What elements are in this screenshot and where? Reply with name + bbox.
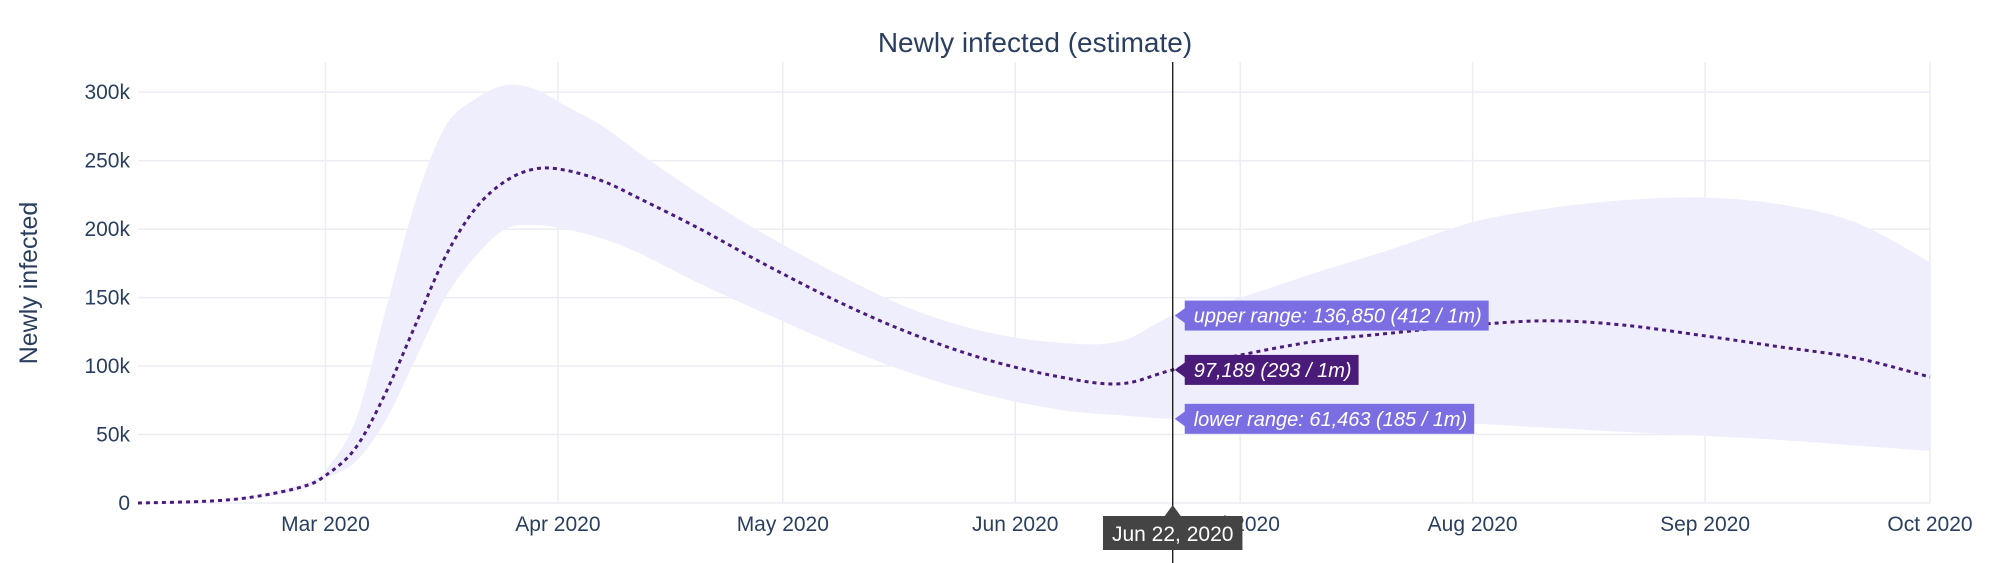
hover-label-estimate-pointer <box>1174 361 1186 378</box>
y-tick-label: 200k <box>84 218 130 241</box>
y-tick-label: 300k <box>84 81 130 104</box>
chart-title: Newly infected (estimate) <box>878 27 1192 58</box>
hover-label-estimate: 97,189 (293 / 1m) <box>1174 354 1359 385</box>
x-tick-label: Oct 2020 <box>1887 513 1972 536</box>
hover-label-lower-text: lower range: 61,463 (185 / 1m) <box>1194 409 1468 431</box>
x-tick-label: May 2020 <box>737 513 829 536</box>
hover-x-label: Jun 22, 2020 <box>1102 505 1243 550</box>
hover-label-upper-text: upper range: 136,850 (412 / 1m) <box>1194 306 1482 328</box>
y-tick-label: 0 <box>118 492 130 515</box>
hover-tooltip: upper range: 136,850 (412 / 1m) 97,189 (2… <box>1102 62 1489 563</box>
y-tick-label: 150k <box>84 287 130 310</box>
hover-x-label-box <box>1102 516 1243 550</box>
hover-label-upper-pointer <box>1174 307 1186 324</box>
hover-x-label-pointer <box>1164 505 1181 516</box>
confidence-band <box>138 84 1930 503</box>
hover-label-lower: lower range: 61,463 (185 / 1m) <box>1174 403 1475 434</box>
y-tick-label: 50k <box>96 424 130 447</box>
y-axis-label: Newly infected <box>15 202 43 365</box>
hover-label-lower-box <box>1184 403 1475 434</box>
x-tick-label: Jun 2020 <box>972 513 1058 536</box>
hover-label-upper-box <box>1184 300 1489 331</box>
x-tick-label: Apr 2020 <box>515 513 600 536</box>
hover-x-label-text: Jun 22, 2020 <box>1112 523 1233 546</box>
hover-label-estimate-box <box>1184 354 1359 385</box>
y-tick-label: 250k <box>84 150 130 173</box>
hover-label-lower-pointer <box>1174 410 1186 427</box>
estimate-line <box>137 166 1931 505</box>
y-tick-label: 100k <box>84 355 130 378</box>
x-tick-label: Mar 2020 <box>281 513 370 536</box>
hover-label-upper: upper range: 136,850 (412 / 1m) <box>1174 300 1489 331</box>
x-tick-label: Sep 2020 <box>1660 513 1750 536</box>
hover-label-estimate-text: 97,189 (293 / 1m) <box>1194 360 1352 382</box>
x-tick-label: Aug 2020 <box>1428 513 1518 536</box>
y-axis-ticks: 0 50k 100k 150k 200k 250k 300k <box>84 81 130 515</box>
